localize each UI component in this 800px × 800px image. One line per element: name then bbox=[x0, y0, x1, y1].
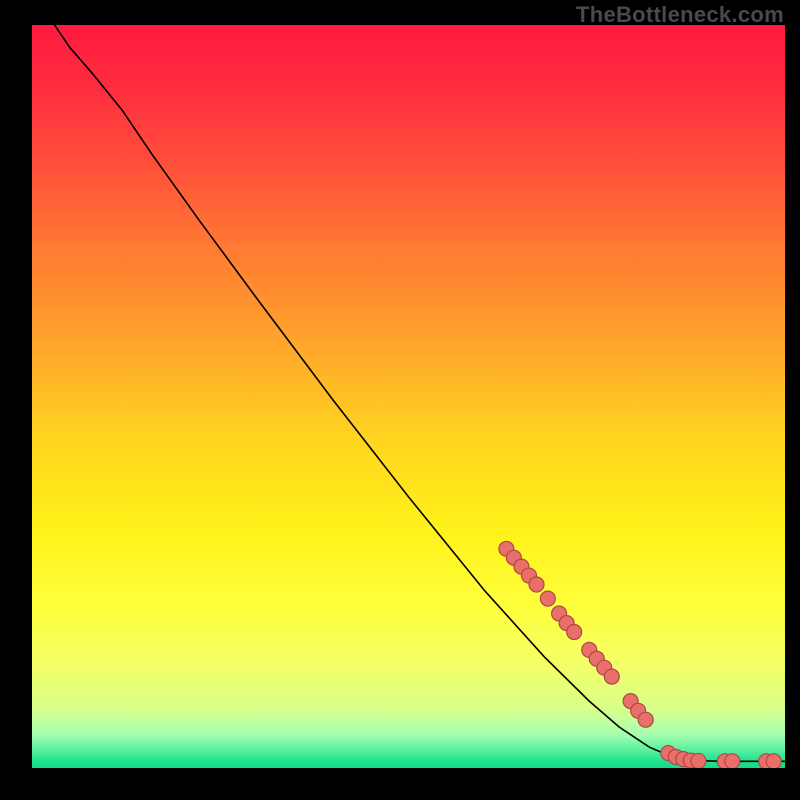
plot-area bbox=[32, 25, 785, 768]
data-point bbox=[725, 754, 740, 768]
data-point bbox=[540, 591, 555, 606]
data-point bbox=[567, 625, 582, 640]
plot-svg bbox=[32, 25, 785, 768]
data-point bbox=[766, 754, 781, 768]
gradient-background bbox=[32, 25, 785, 768]
data-point bbox=[638, 712, 653, 727]
chart-root: TheBottleneck.com bbox=[0, 0, 800, 800]
data-point bbox=[691, 753, 706, 768]
data-point bbox=[604, 669, 619, 684]
data-point bbox=[529, 577, 544, 592]
